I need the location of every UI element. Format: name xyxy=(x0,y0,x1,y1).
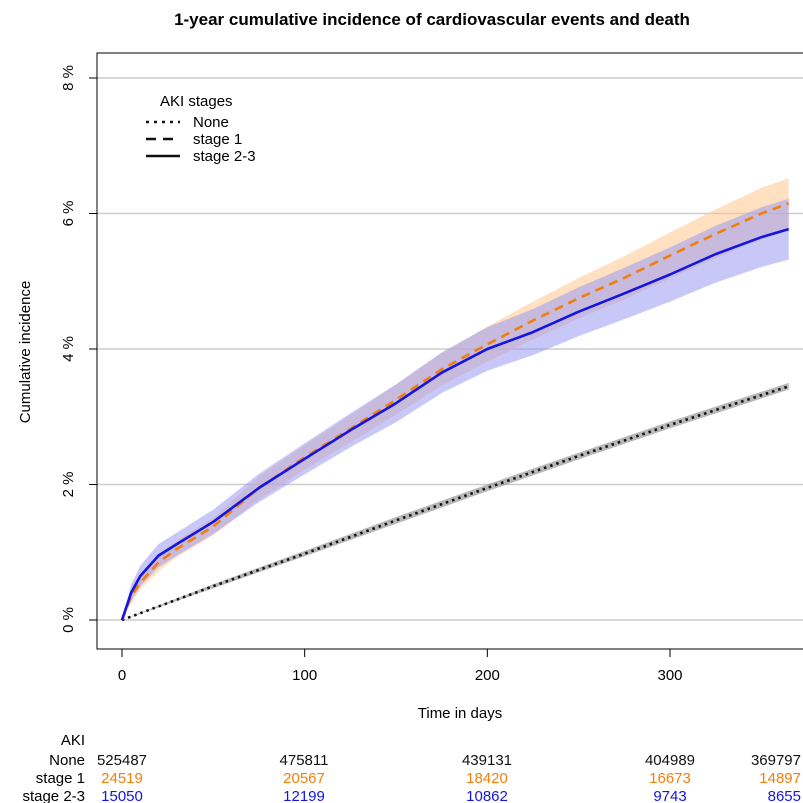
x-tick-label-0: 0 xyxy=(118,667,126,684)
band-stage-2-3 xyxy=(122,198,789,620)
risk-table-header: AKI xyxy=(61,732,85,749)
line-stage-1 xyxy=(120,202,790,621)
line-none xyxy=(121,385,790,622)
x-axis-label: Time in days xyxy=(418,705,502,722)
risk-value-stage-1-0: 24519 xyxy=(101,770,143,787)
x-tick-label-1: 100 xyxy=(292,667,317,684)
risk-value-stage-1-2: 18420 xyxy=(466,770,508,787)
band-none xyxy=(122,382,789,620)
risk-value-stage-2-3-4: 8655 xyxy=(768,788,801,803)
line-stage-2-3 xyxy=(120,227,790,621)
plot-frame xyxy=(96,52,803,650)
risk-value-stage-2-3-2: 10862 xyxy=(466,788,508,803)
x-tick-label-2: 200 xyxy=(475,667,500,684)
series-lines xyxy=(120,202,790,622)
risk-value-none-1: 475811 xyxy=(280,752,329,769)
chart-title: 1-year cumulative incidence of cardiovas… xyxy=(174,10,690,29)
risk-value-stage-2-3-1: 12199 xyxy=(283,788,325,803)
y-axis: 0 % 2 % 4 % 6 % 8 % xyxy=(60,65,97,633)
legend-title: AKI stages xyxy=(160,93,233,110)
y-axis-label: Cumulative incidence xyxy=(17,281,34,424)
x-tick-label-3: 300 xyxy=(657,667,682,684)
risk-row-label-stage-1: stage 1 xyxy=(36,770,85,787)
risk-value-stage-1-4: 14897 xyxy=(759,770,801,787)
risk-row-label-stage-2-3: stage 2-3 xyxy=(22,788,85,803)
risk-value-none-2: 439131 xyxy=(462,752,512,769)
risk-value-stage-1-1: 20567 xyxy=(283,770,325,787)
risk-table: AKI None 525487 475811 439131 404989 369797 st… xyxy=(22,732,801,803)
risk-row-label-none: None xyxy=(49,752,85,769)
legend-entry-stage-1: stage 1 xyxy=(193,131,242,148)
legend-entry-stage-2-3: stage 2-3 xyxy=(193,148,256,165)
risk-value-none-4: 369797 xyxy=(751,752,801,769)
legend: AKI stages None stage 1 stage 2-3 xyxy=(146,93,256,165)
y-tick-label-2: 4 % xyxy=(60,336,77,362)
y-tick-label-3: 6 % xyxy=(60,201,77,227)
risk-value-stage-2-3-0: 15050 xyxy=(101,788,143,803)
legend-entry-none: None xyxy=(193,114,229,131)
y-tick-label-1: 2 % xyxy=(60,472,77,498)
x-axis: 0 100 200 300 xyxy=(118,649,683,684)
confidence-bands xyxy=(122,178,789,621)
risk-value-stage-1-3: 16673 xyxy=(649,770,691,787)
y-tick-label-0: 0 % xyxy=(60,607,77,633)
risk-value-stage-2-3-3: 9743 xyxy=(653,788,686,803)
risk-value-none-3: 404989 xyxy=(645,752,695,769)
y-tick-label-4: 8 % xyxy=(60,65,77,91)
risk-value-none-0: 525487 xyxy=(97,752,147,769)
